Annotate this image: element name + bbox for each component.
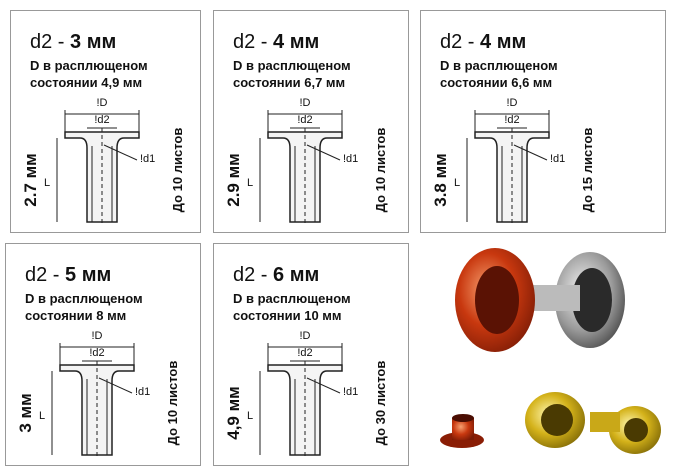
label-l: L (247, 410, 253, 422)
height: 2.9 мм (224, 153, 243, 207)
prefix: d2 - (233, 31, 273, 53)
label-d: !D (300, 330, 311, 342)
size: 3 мм (70, 31, 116, 53)
leader (98, 377, 133, 394)
desc-line: состоянии 6,7 мм (233, 75, 345, 90)
card: d2 - 5 мм D в расплющеном состоянии 8 мм !D… (5, 243, 201, 466)
size: 5 мм (65, 264, 111, 286)
card-frame (420, 10, 666, 233)
label-d: !D (92, 330, 103, 342)
label-d2: !d2 (89, 347, 104, 359)
label-d2: !d2 (94, 114, 109, 126)
height: 3 мм (16, 393, 35, 432)
size: 4 мм (480, 31, 526, 53)
label-d: !D (97, 97, 108, 109)
label-d: !D (507, 97, 518, 109)
label-d1: !d1 (140, 153, 155, 165)
desc-line: состоянии 10 мм (233, 308, 342, 323)
eyelet-inner (294, 146, 316, 222)
height: 4,9 мм (224, 386, 243, 440)
height: 3.8 мм (431, 153, 450, 207)
capacity: До 30 листов (373, 361, 388, 446)
label-d1: !d1 (343, 386, 358, 398)
desc-line: D в расплющеном (25, 291, 143, 306)
capacity: До 10 листов (373, 128, 388, 213)
eyelet-inner (91, 146, 113, 222)
desc-line: D в расплющеном (440, 58, 558, 73)
label-l: L (44, 177, 50, 189)
card-title: d2 - 6 мм (233, 264, 319, 286)
capacity: До 10 листов (165, 361, 180, 446)
label-d2: !d2 (297, 347, 312, 359)
desc-line: состоянии 6,6 мм (440, 75, 552, 90)
label-d: !D (300, 97, 311, 109)
label-l: L (247, 177, 253, 189)
prefix: d2 - (30, 31, 70, 53)
label-d1: !d1 (550, 153, 565, 165)
leader (513, 144, 548, 161)
size: 6 мм (273, 264, 319, 286)
desc-line: состоянии 4,9 мм (30, 75, 142, 90)
leader (306, 144, 341, 161)
eyelet-inner (86, 379, 108, 455)
eyelet-inner (294, 379, 316, 455)
size: 4 мм (273, 31, 319, 53)
height: 2.7 мм (21, 153, 40, 207)
prefix: d2 - (440, 31, 480, 53)
photo (440, 248, 661, 454)
leader (306, 377, 341, 394)
card: d2 - 4 мм D в расплющеном состоянии 6,7 мм… (213, 10, 409, 233)
leader (103, 144, 138, 161)
prefix: d2 - (233, 264, 273, 286)
label-l: L (39, 410, 45, 422)
label-d2: !d2 (297, 114, 312, 126)
label-d1: !d1 (135, 386, 150, 398)
card-title: d2 - 4 мм (233, 31, 319, 53)
eyelet-inner (501, 146, 523, 222)
capacity: До 15 листов (580, 128, 595, 213)
desc-line: D в расплющеном (233, 58, 351, 73)
card: d2 - 6 мм D в расплющеном состоянии 10 мм!… (213, 243, 409, 466)
desc-line: D в расплющеном (233, 291, 351, 306)
desc-line: D в расплющеном (30, 58, 148, 73)
label-l: L (454, 177, 460, 189)
label-d1: !d1 (343, 153, 358, 165)
card-title: d2 - 3 мм (30, 31, 116, 53)
card: d2 - 4 мм D в расплющеном состоянии 6,6 мм… (420, 10, 666, 233)
label-d2: !d2 (504, 114, 519, 126)
card-title: d2 - 5 мм (25, 264, 111, 286)
card: d2 - 3 мм D в расплющеном состоянии 4,9 мм… (10, 10, 201, 233)
desc-line: состоянии 8 мм (25, 308, 126, 323)
prefix: d2 - (25, 264, 65, 286)
card-title: d2 - 4 мм (440, 31, 526, 53)
capacity: До 10 листов (170, 128, 185, 213)
